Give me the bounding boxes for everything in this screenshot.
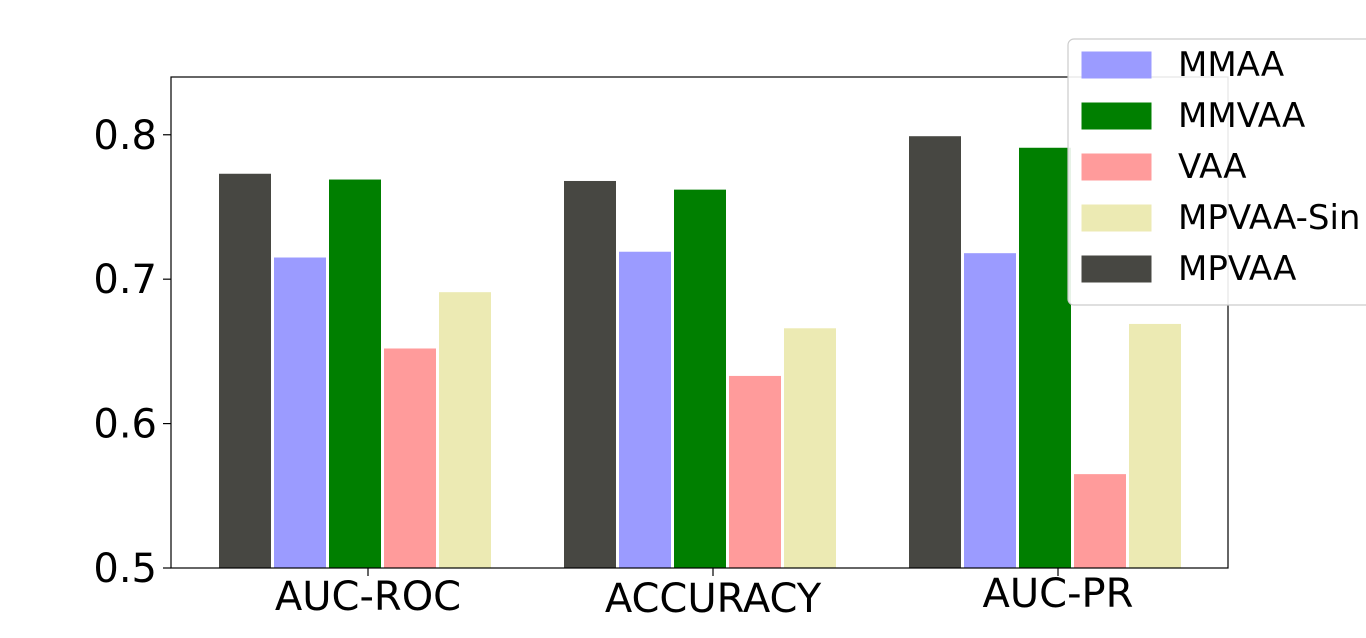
bar-mpvaa-sin-auc-pr [1129,323,1181,568]
bar-mpvaa-sin-accuracy [784,328,836,568]
legend-label: MMVAA [1178,96,1305,136]
legend: MMAA MMVAA VAA MPVAA-Sin MPVAA [1067,38,1366,306]
y-axis: 0.5 0.6 0.7 0.8 [93,113,171,592]
bar-mmaa-accuracy [619,251,671,569]
legend-label: MPVAA [1178,249,1296,289]
y-tick-label: 0.6 [93,402,157,448]
legend-label: MMAA [1178,45,1284,85]
bar-vaa-accuracy [729,375,781,568]
plot-frame [170,76,1229,569]
bar-mmvaa-accuracy [674,189,726,568]
legend-swatch [1081,51,1152,79]
y-tick-label: 0.5 [93,546,157,592]
bar-mmvaa-auc-roc [329,179,381,568]
x-tick-label: AUC-PR [983,571,1134,617]
legend-swatch [1081,204,1152,232]
legend-swatch [1081,102,1152,130]
legend-label: VAA [1178,147,1247,187]
x-tick-label: AUC-ROC [275,574,461,620]
bar-mpvaa-auc-roc [219,173,271,568]
bar-vaa-auc-roc [384,348,436,568]
legend-swatch [1081,255,1152,283]
bar-vaa-auc-pr [1074,474,1126,568]
x-tick-label: ACCURACY [605,576,822,622]
legend-label: MPVAA-Sin [1178,198,1360,238]
bar-mpvaa-auc-pr [909,136,961,569]
bar-mmaa-auc-roc [274,257,326,568]
y-tick-label: 0.7 [93,257,157,303]
x-axis: AUC-ROC ACCURACY AUC-PR [275,568,1134,622]
bar-mmvaa-auc-pr [1019,147,1071,568]
y-tick-label: 0.8 [93,113,157,159]
bar-mpvaa-accuracy [564,180,616,568]
bars-group [219,136,1181,569]
bar-mpvaa-sin-auc-roc [439,292,491,568]
bar-mmaa-auc-pr [964,253,1016,568]
legend-swatch [1081,153,1152,181]
